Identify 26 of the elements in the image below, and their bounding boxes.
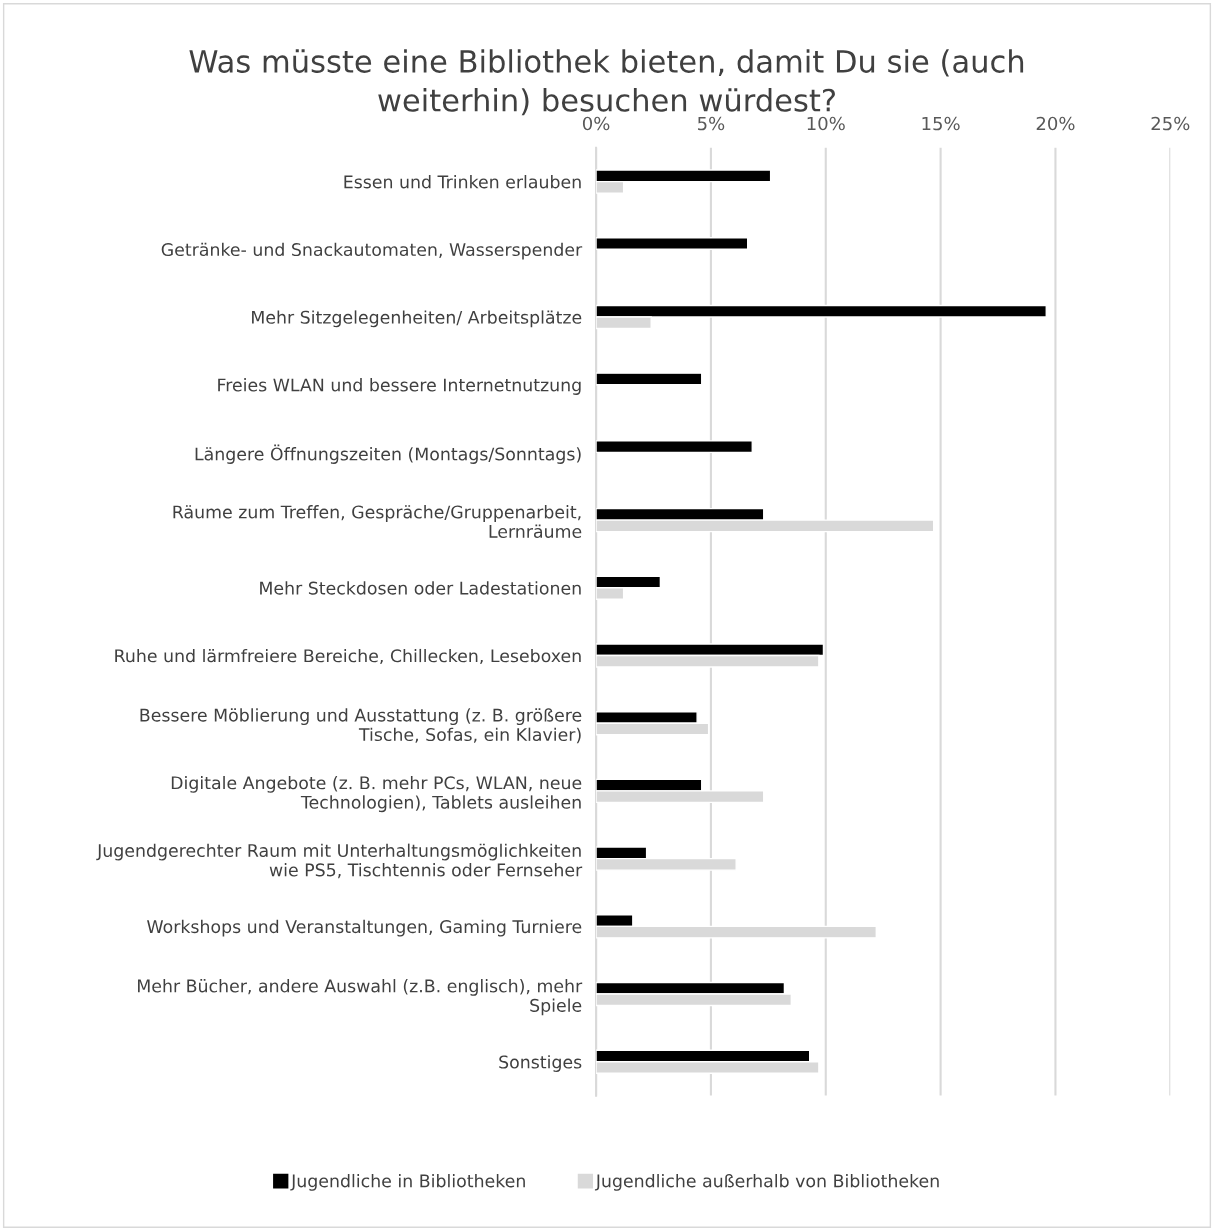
legend-label: Jugendliche außerhalb von Bibliotheken [594, 1173, 939, 1191]
y-tick-label: Längere Öffnungszeiten (Montags/Sonntags) [195, 444, 581, 464]
bar [596, 237, 749, 250]
y-tick-label: Mehr Sitzgelegenheiten/ Arbeitsplätze [252, 310, 582, 328]
y-tick-label: Mehr Steckdosen oder Ladestationen [260, 581, 581, 595]
y-tick-label: Mehr Bücher, andere Auswahl (z.B. englisch), mehr Spiele [138, 979, 583, 1016]
bar [596, 372, 703, 386]
x-tick-label: 10% [807, 116, 845, 131]
y-tick-label: Jugendgerechter Raum mit Unterhaltungsmöglichkeiten wie PS5, Tischtennis oder Fernseher [96, 843, 583, 879]
y-tick-label: Essen und Trinken erlauben [344, 174, 581, 189]
bar [596, 440, 753, 454]
y-tick-label: Räume zum Treffen, Gespräche/Gruppenarbeit, Lernräume [173, 505, 582, 538]
legend-label: Jugendliche in Bibliotheken [290, 1173, 525, 1191]
y-tick-label: Digitale Angebote (z. B. mehr PCs, WLAN, neue Technologien), Tablets ausleihen [171, 775, 582, 813]
y-tick-label: Getränke- und Snackautomaten, Wasserspender [161, 242, 583, 260]
x-tick-label: 5% [697, 116, 725, 131]
y-tick-label: Freies WLAN und bessere Internetnutzung [218, 378, 581, 395]
x-tick-label: 20% [1036, 116, 1075, 131]
x-tick-label: 0% [582, 116, 610, 131]
chart-title: Was müsste eine Bibliothek bieten, damit Du sie (auch weiterhin) besuchen würdest? [189, 49, 1024, 116]
y-tick-label: Ruhe und lärmfreiere Bereiche, Chillecken, Leseboxen [115, 648, 581, 665]
y-tick-label: Sonstiges [499, 1055, 582, 1072]
x-tick-label: 15% [922, 116, 960, 131]
x-tick-label: 25% [1151, 116, 1190, 131]
y-tick-label: Bessere Möblierung und Ausstattung (z. B. größere Tische, Sofas, ein Klavier) [140, 708, 582, 744]
y-tick-label: Workshops und Veranstaltungen, Gaming Turniere [147, 919, 582, 937]
